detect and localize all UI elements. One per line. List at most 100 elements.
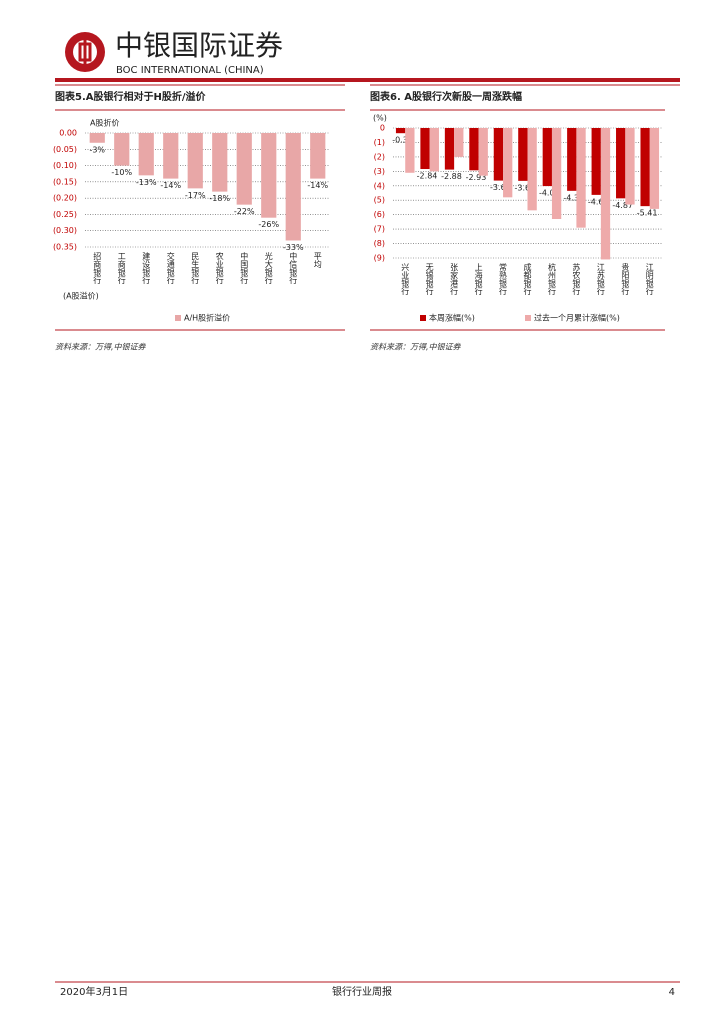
bar — [591, 128, 601, 195]
bar — [527, 128, 537, 211]
x-tick-label: 无锡银行 — [425, 263, 434, 296]
x-tick-label: 工商银行 — [117, 252, 126, 285]
y-tick-label: (9) — [374, 254, 385, 263]
y-tick-label: (0.15) — [53, 177, 77, 186]
legend-label: 过去一个月累计涨幅(%) — [534, 313, 620, 323]
y-tick-label: 0.00 — [59, 129, 77, 138]
y-tick-label: (0.25) — [53, 210, 77, 219]
source: 资料来源：万得,中银证券 — [370, 343, 462, 352]
data-label: -4.02 — [539, 189, 560, 198]
bar — [444, 128, 455, 170]
bar — [478, 128, 488, 176]
bar — [261, 133, 277, 218]
bar — [542, 128, 552, 187]
y-tick-label: (0.30) — [53, 226, 77, 235]
y-tick-label: (2) — [374, 152, 385, 161]
data-label: -3.64 — [490, 183, 511, 192]
data-label: -33% — [283, 243, 304, 252]
x-tick-label: 平均 — [313, 252, 322, 269]
y-axis-label: (A股溢价) — [63, 291, 99, 301]
x-tick-label: 招商银行 — [93, 251, 102, 285]
bar — [285, 133, 301, 241]
data-label: -10% — [111, 168, 132, 177]
x-tick-label: 张家港行 — [450, 263, 459, 296]
y-tick-label: (0.05) — [53, 145, 77, 154]
bar — [429, 128, 439, 172]
source: 资料来源：万得,中银证券 — [55, 343, 147, 352]
data-label: -22% — [234, 207, 255, 216]
bar — [576, 128, 586, 228]
x-tick-label: 中信银行 — [289, 251, 298, 285]
x-tick-label: 建设银行 — [142, 251, 151, 285]
x-tick-label: 苏农银行 — [572, 262, 581, 296]
y-tick-label: (6) — [374, 210, 385, 219]
x-tick-label: 杭州银行 — [547, 262, 556, 296]
x-tick-label: 兴业银行 — [401, 263, 410, 296]
bar — [187, 133, 203, 189]
legend-swatch — [525, 315, 531, 321]
x-tick-label: 上海银行 — [474, 263, 483, 296]
y-axis-label: (%) — [373, 114, 387, 123]
bar — [625, 128, 635, 205]
x-tick-label: 交通银行 — [166, 251, 175, 285]
chart-title: 图表6. A股银行次新股一周涨跌幅 — [370, 90, 522, 103]
data-label: -4.63 — [588, 197, 609, 206]
y-tick-label: (3) — [374, 167, 385, 176]
data-label: -5.41 — [637, 209, 658, 218]
bar — [567, 128, 577, 191]
bar — [163, 133, 179, 179]
y-tick-label: (8) — [374, 239, 385, 248]
page-number: 4 — [669, 987, 675, 998]
y-tick-label: (0.10) — [53, 161, 77, 170]
y-tick-label: (7) — [374, 225, 385, 234]
x-tick-label: 民生银行 — [191, 252, 200, 285]
x-tick-label: 光大银行 — [264, 251, 273, 285]
data-label: -17% — [185, 191, 206, 200]
x-tick-label: 农业银行 — [215, 251, 224, 285]
data-label: -13% — [136, 178, 157, 187]
bar — [395, 128, 406, 134]
bar — [310, 133, 326, 179]
legend-swatch — [420, 315, 426, 321]
bar — [212, 133, 228, 192]
y-tick-label: (4) — [374, 181, 385, 190]
data-label: -18% — [209, 194, 230, 203]
data-label: -2.93 — [466, 173, 487, 182]
y-tick-label: (5) — [374, 196, 385, 205]
y-tick-label: (0.35) — [53, 243, 77, 252]
bar — [640, 128, 650, 207]
footer-date: 2020年3月1日 — [60, 985, 128, 998]
bar — [114, 133, 130, 166]
data-label: -14% — [160, 181, 181, 190]
x-tick-label: 成都银行 — [523, 262, 532, 296]
data-label: -4.35 — [563, 193, 584, 202]
bar — [454, 128, 464, 157]
bar — [469, 128, 479, 171]
bar — [420, 128, 430, 170]
x-tick-label: 江阴银行 — [645, 263, 654, 296]
x-tick-label: 常熟银行 — [499, 263, 508, 296]
data-label: -2.84 — [417, 172, 438, 181]
data-label: -4.87 — [612, 201, 633, 210]
bar — [551, 128, 562, 219]
bar — [616, 128, 626, 199]
data-label: -14% — [307, 181, 328, 190]
y-axis-label: A股折价 — [90, 118, 119, 128]
chart-title: 图表5.A股银行相对于H股折/溢价 — [55, 90, 207, 103]
data-label: -3% — [89, 145, 105, 154]
bar — [89, 133, 105, 143]
legend-label: A/H股折溢价 — [184, 313, 230, 323]
company-name: 中银国际证券 — [115, 29, 283, 62]
x-tick-label: 中国银行 — [240, 251, 249, 285]
data-label: -2.88 — [441, 172, 462, 181]
y-tick-label: (1) — [374, 138, 385, 147]
y-tick-label: 0 — [380, 124, 385, 133]
legend-swatch — [175, 315, 181, 321]
footer-report: 银行行业周报 — [332, 985, 392, 998]
bar — [600, 128, 611, 260]
x-tick-label: 江苏银行 — [596, 263, 605, 296]
data-label: -26% — [258, 220, 279, 229]
bar — [493, 128, 504, 181]
